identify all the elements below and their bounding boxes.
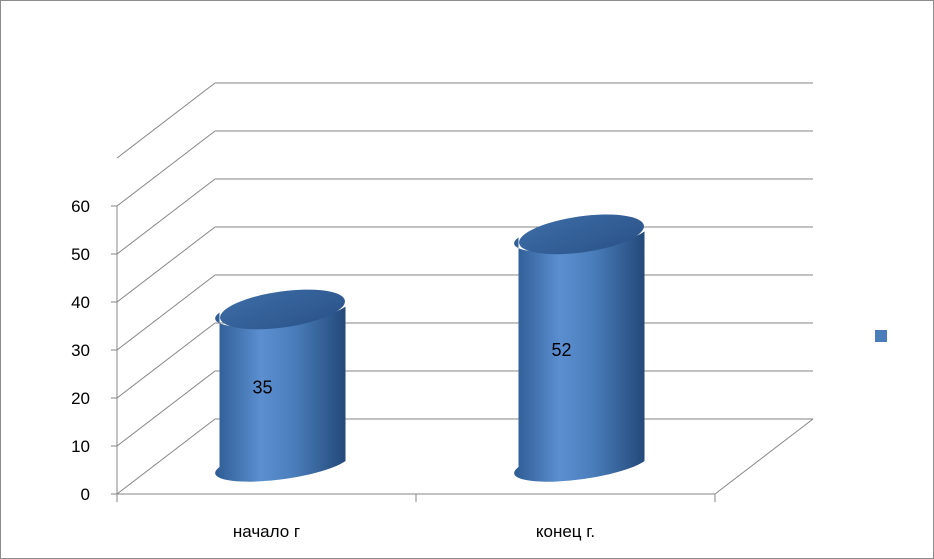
labels-layer: 35 52 начало г конец г.: [233, 340, 595, 541]
y-tick-label: 40: [71, 293, 90, 312]
gridline-side: [116, 130, 216, 207]
gridline-side: [116, 82, 216, 159]
y-tick-label: 0: [81, 485, 90, 504]
gridline-side: [116, 274, 216, 351]
x-tick-label: конец г.: [536, 522, 595, 541]
y-tick-label: 30: [71, 341, 90, 360]
bar-1: [514, 214, 645, 482]
bar-body: [215, 306, 346, 482]
legend-swatch: [875, 330, 887, 342]
y-tick-label: 20: [71, 389, 90, 408]
legend-layer: [875, 330, 887, 342]
y-tick-label: 50: [71, 245, 90, 264]
axis-layer: 0 10 20 30 40 50 60: [71, 197, 716, 504]
y-tick-label: 60: [71, 197, 90, 216]
bar-top: [519, 214, 644, 255]
gridline-side: [116, 226, 216, 303]
gridline-side: [116, 322, 216, 399]
gridline-side: [116, 370, 216, 447]
floor-edge-right: [714, 418, 814, 495]
gridline-side: [116, 178, 216, 255]
y-tick-label: 10: [71, 437, 90, 456]
bars-layer: [215, 214, 645, 482]
x-tick-label: начало г: [233, 522, 300, 541]
bar-top: [220, 289, 345, 330]
gridline-side: [116, 418, 216, 495]
bar-0: [215, 289, 346, 482]
bar-body: [514, 231, 645, 482]
data-label-0: 35: [252, 378, 272, 398]
data-label-1: 52: [551, 340, 571, 360]
